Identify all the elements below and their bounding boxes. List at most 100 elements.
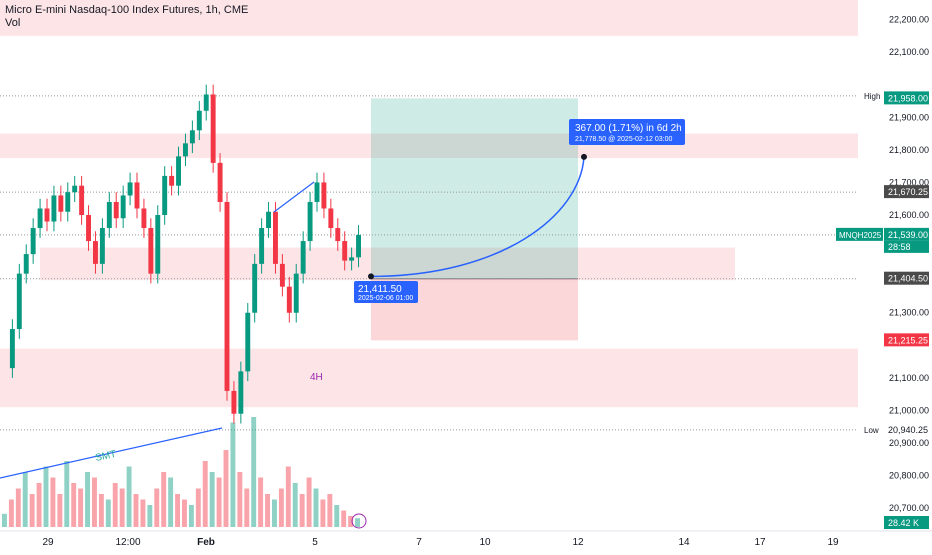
x-axis-tick-label: 17 xyxy=(754,537,766,548)
price-label-countdown-box xyxy=(884,240,929,253)
candle-body xyxy=(37,208,43,229)
projection-start-price: 21,411.50 xyxy=(358,284,402,295)
candle-body xyxy=(314,182,320,202)
price-label-value: 21,539.00 xyxy=(888,230,928,240)
projection-end-target: 21,778.50 @ 2025-02-12 03:00 xyxy=(575,136,673,143)
price-label-box xyxy=(884,422,929,436)
candle-body xyxy=(321,182,327,209)
volume-bar xyxy=(85,472,90,527)
position-target-box xyxy=(371,98,578,279)
candle-body xyxy=(65,192,71,212)
y-axis-tick-label: 21,800.00 xyxy=(889,145,929,155)
x-axis-tick-label: 19 xyxy=(827,537,839,548)
y-axis-tick-label: 22,100.00 xyxy=(889,47,929,57)
candle-body xyxy=(23,254,29,274)
price-label-box xyxy=(884,185,929,199)
volume-bar xyxy=(355,518,360,527)
candle-body xyxy=(203,94,209,111)
candle-body xyxy=(196,110,202,131)
price-label-tag xyxy=(860,88,884,102)
x-axis-tick-label: Feb xyxy=(197,537,215,548)
candle-body xyxy=(293,273,299,313)
volume-bar xyxy=(64,461,70,527)
x-axis-tick-label: 10 xyxy=(479,537,491,548)
y-axis-tick-label: 20,800.00 xyxy=(889,471,929,481)
candle-body xyxy=(224,201,230,391)
candle-body xyxy=(307,201,313,242)
volume-bar xyxy=(126,466,132,527)
volume-bar xyxy=(175,494,180,527)
candle-body xyxy=(16,273,22,330)
volume-bar xyxy=(244,488,250,527)
volume-bar xyxy=(78,488,84,527)
volume-bar xyxy=(161,472,167,527)
candle-body xyxy=(286,286,292,313)
lightning-icon xyxy=(351,513,367,529)
candle-body xyxy=(356,234,361,258)
volume-bar xyxy=(140,499,146,527)
volume-bar xyxy=(272,499,277,527)
candle-body xyxy=(99,228,105,264)
candle-body xyxy=(30,228,36,255)
volume-bar xyxy=(98,494,104,527)
volume-bar xyxy=(278,488,284,527)
price-label-value: 21,670.25 xyxy=(888,187,928,197)
candle-body xyxy=(349,257,355,261)
price-label-box xyxy=(884,333,929,347)
volume-bar xyxy=(15,488,21,527)
price-label-tag xyxy=(836,227,883,241)
projection-start-label xyxy=(354,281,418,303)
volume-bar xyxy=(237,472,243,527)
volume-bar xyxy=(306,477,312,527)
price-label-value: 21,215.25 xyxy=(888,335,928,345)
chart-title: Micro E-mini Nasdaq-100 Index Futures, 1… xyxy=(5,4,249,16)
volume-bar xyxy=(2,513,7,527)
candle-body xyxy=(238,371,244,414)
volume-bar xyxy=(154,488,160,527)
x-axis-tick-label: 7 xyxy=(416,537,422,548)
volume-bar xyxy=(36,483,42,527)
volume-bar xyxy=(202,461,208,527)
candle-body xyxy=(155,215,161,274)
smt-trendline xyxy=(0,427,223,479)
smt-annotation: SMT xyxy=(94,449,117,464)
candle-body xyxy=(141,208,147,229)
volume-bar xyxy=(112,483,118,527)
timeframe-annotation: 4H xyxy=(310,372,323,383)
volume-bar xyxy=(182,499,187,527)
projection-curve xyxy=(370,156,585,278)
projection-start-point xyxy=(368,273,374,280)
candle-body xyxy=(127,182,133,196)
volume-bar xyxy=(285,466,291,527)
y-axis-tick-label: 21,300.00 xyxy=(889,308,929,318)
price-label-box xyxy=(884,227,929,241)
candle-body xyxy=(134,182,140,209)
y-axis-tick-label: 21,000.00 xyxy=(889,405,929,415)
candle-body xyxy=(162,175,168,216)
candle-body xyxy=(342,241,348,261)
volume-bar xyxy=(265,494,270,527)
projection-end-change: 367.00 (1.71%) in 6d 2h xyxy=(575,123,682,134)
candle-body xyxy=(113,201,119,219)
smt-trendline-upper xyxy=(273,181,315,213)
candle-body xyxy=(58,195,64,212)
volume-bar xyxy=(57,494,63,527)
volume-bar xyxy=(292,483,298,527)
candle-body xyxy=(148,228,154,274)
volume-bar xyxy=(341,510,347,527)
candle-body xyxy=(259,228,265,264)
volume-bar xyxy=(92,477,97,527)
candle-body xyxy=(245,312,251,372)
x-axis-tick-label: 12:00 xyxy=(115,537,140,548)
supply-demand-zone xyxy=(0,348,858,408)
price-label-name: High xyxy=(864,92,880,101)
y-axis-tick-label: 22,200.00 xyxy=(889,15,929,25)
volume-bar xyxy=(348,516,354,527)
volume-bar xyxy=(216,477,222,527)
x-axis-tick-label: 12 xyxy=(572,537,584,548)
candle-body xyxy=(51,195,57,222)
y-axis-tick-label: 21,700.00 xyxy=(889,177,929,187)
volume-bar xyxy=(334,505,340,527)
